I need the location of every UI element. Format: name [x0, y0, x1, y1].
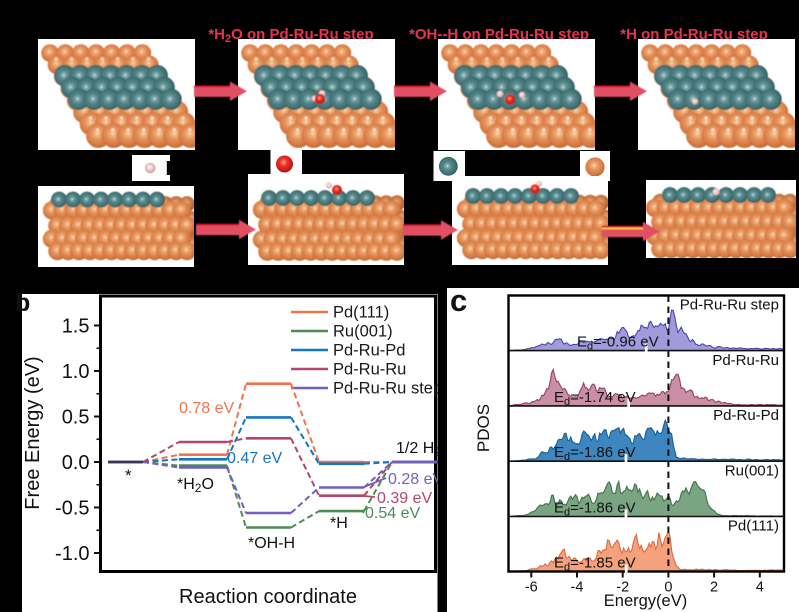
- svg-text:-2: -2: [616, 580, 629, 596]
- svg-text:b: b: [15, 289, 30, 317]
- svg-text:0: 0: [664, 580, 672, 596]
- svg-text:2: 2: [710, 580, 718, 596]
- svg-text:Pd-Ru-Ru: Pd-Ru-Ru: [333, 361, 406, 379]
- svg-text:-4: -4: [571, 580, 584, 596]
- svg-text:Ed=-0.96 eV: Ed=-0.96 eV: [577, 334, 659, 353]
- svg-text:0.28 eV: 0.28 eV: [388, 471, 443, 488]
- svg-text:*H on Pd-Ru-Ru step: *H on Pd-Ru-Ru step: [620, 26, 768, 43]
- svg-text:0.0: 0.0: [62, 452, 90, 474]
- svg-text:Reaction coordinate: Reaction coordinate: [179, 586, 357, 608]
- svg-text:*: *: [125, 466, 132, 485]
- svg-text:0.54 eV: 0.54 eV: [365, 505, 420, 522]
- svg-text:0.39 eV: 0.39 eV: [377, 490, 432, 507]
- svg-text:PDOS: PDOS: [474, 404, 493, 452]
- svg-text:Ed=-1.74 eV: Ed=-1.74 eV: [554, 389, 636, 408]
- svg-text:Pd-Ru-Ru: Pd-Ru-Ru: [712, 352, 779, 369]
- svg-text:*OH--H on Pd-Ru-Ru step: *OH--H on Pd-Ru-Ru step: [409, 26, 589, 43]
- svg-text:Ed=-1.86 eV: Ed=-1.86 eV: [554, 500, 636, 519]
- svg-text:1.0: 1.0: [62, 361, 90, 383]
- svg-text:Ed=-1.85 eV: Ed=-1.85 eV: [554, 555, 636, 574]
- svg-text:Pd-Ru-Pd: Pd-Ru-Pd: [333, 342, 405, 360]
- svg-text:Pd-Ru-Pd: Pd-Ru-Pd: [713, 407, 779, 424]
- svg-text:*H2O: *H2O: [177, 476, 214, 495]
- svg-text:Pd(111): Pd(111): [333, 304, 389, 322]
- svg-text:-0.5: -0.5: [55, 498, 89, 520]
- svg-text:c: c: [450, 283, 467, 318]
- svg-text:*H: *H: [330, 515, 348, 532]
- svg-text:Ru(001): Ru(001): [333, 323, 393, 341]
- svg-text:0.47 eV: 0.47 eV: [227, 450, 282, 467]
- svg-text:Ed=-1.86 eV: Ed=-1.86 eV: [554, 444, 636, 463]
- svg-text:0.5: 0.5: [62, 407, 90, 429]
- svg-text:1.5: 1.5: [62, 316, 90, 338]
- svg-text:0.78 eV: 0.78 eV: [179, 400, 234, 417]
- svg-text:Pd-Ru-Ru step: Pd-Ru-Ru step: [333, 380, 442, 398]
- svg-text:Energy(eV): Energy(eV): [604, 592, 687, 610]
- svg-text:Ru(001): Ru(001): [725, 462, 779, 479]
- svg-text:Pd(111): Pd(111): [728, 518, 779, 535]
- svg-text:Free Energy (eV): Free Energy (eV): [22, 356, 44, 509]
- svg-text:Pd-Ru-Ru step: Pd-Ru-Ru step: [680, 297, 779, 314]
- svg-text:-6: -6: [525, 580, 538, 596]
- svg-text:4: 4: [756, 580, 764, 596]
- svg-text:*OH-H: *OH-H: [248, 535, 295, 552]
- svg-text:-1.0: -1.0: [55, 543, 89, 565]
